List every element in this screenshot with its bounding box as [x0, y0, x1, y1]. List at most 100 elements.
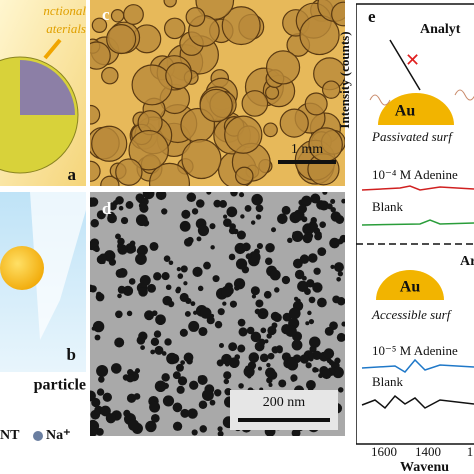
nanoparticle	[251, 294, 257, 299]
nanoparticle	[197, 285, 204, 292]
analyte: Ar	[460, 254, 474, 269]
nanoparticle	[138, 201, 146, 210]
nanoparticle	[255, 214, 262, 220]
microsphere	[263, 122, 278, 138]
microsphere	[279, 108, 309, 138]
nanoparticle	[96, 388, 105, 396]
nanoparticle	[223, 218, 232, 228]
nanoparticle	[213, 199, 222, 208]
nanoparticle	[264, 257, 273, 265]
arrow	[389, 39, 421, 91]
microsphere	[331, 1, 345, 27]
nanoparticle	[90, 218, 99, 228]
microsphere	[181, 138, 222, 180]
nanoparticle	[125, 201, 134, 209]
nanoparticle	[318, 373, 324, 379]
nanoparticle	[161, 373, 170, 382]
spectrum	[361, 358, 474, 373]
nanoparticle	[257, 366, 262, 371]
nanoparticle	[258, 338, 266, 346]
arrow	[43, 38, 62, 60]
nanoparticle	[172, 421, 183, 431]
nanoparticle	[242, 242, 251, 252]
tube	[30, 192, 86, 340]
nanoparticle	[126, 310, 133, 317]
panel-label: c	[102, 5, 110, 24]
nanoparticle	[154, 345, 164, 355]
nanoparticle	[164, 338, 172, 346]
microsphere	[90, 160, 101, 182]
nanoparticle	[318, 200, 329, 211]
nanoparticle	[136, 247, 145, 255]
nanoparticle	[166, 352, 178, 365]
nanoparticle	[100, 405, 111, 417]
panel-label: a	[68, 165, 77, 184]
nanoparticle	[133, 393, 141, 400]
nanoparticle	[197, 224, 210, 237]
nanoparticle	[341, 321, 345, 327]
nanoparticle	[308, 296, 316, 304]
scale-box	[230, 390, 338, 430]
nanoparticle	[314, 232, 323, 241]
nanoparticle	[147, 283, 157, 293]
nanoparticle	[212, 275, 220, 283]
sample-label: 10⁻⁵ M Adenine	[372, 343, 458, 358]
nanoparticle	[126, 374, 135, 383]
nanoparticle	[248, 352, 260, 363]
nanoparticle	[153, 330, 162, 338]
nanoparticle	[135, 214, 148, 227]
nanoparticle	[161, 208, 168, 215]
nanoparticle	[214, 389, 222, 397]
nanoparticle	[266, 362, 271, 368]
nanoparticle	[191, 429, 198, 436]
nanoparticle	[140, 345, 145, 350]
ligands	[369, 89, 474, 106]
spectrum	[361, 185, 474, 191]
microsphere	[131, 64, 173, 106]
microsphere	[163, 17, 186, 40]
nanoparticle	[281, 275, 291, 285]
nanoparticle	[129, 240, 136, 247]
nanoparticle	[228, 357, 240, 369]
nanoparticle	[223, 378, 230, 385]
nanoparticle	[259, 312, 266, 319]
nanoparticle	[301, 275, 307, 281]
nanoparticle	[96, 364, 109, 377]
nanoparticle	[332, 295, 341, 304]
nanoparticle	[91, 326, 96, 331]
caption: nctional	[43, 3, 86, 18]
nanoparticle	[217, 308, 225, 316]
nanoparticle	[175, 288, 181, 294]
nanoparticle	[206, 316, 215, 325]
nanoparticle	[108, 258, 117, 266]
nanoparticle	[255, 299, 264, 308]
nanoparticle	[239, 344, 244, 350]
nanoparticle	[190, 301, 196, 307]
nanoparticle	[151, 338, 159, 346]
nanoparticle	[172, 402, 183, 413]
nanoparticle	[183, 281, 188, 286]
nanoparticle	[96, 210, 106, 220]
nanoparticle	[294, 296, 299, 301]
nanoparticle	[95, 427, 104, 436]
nanoparticle	[128, 419, 140, 431]
nanoparticle	[333, 262, 344, 273]
nanoparticle	[317, 247, 327, 257]
nanoparticle	[221, 285, 233, 298]
nanoparticle	[326, 203, 333, 210]
nanoparticle	[330, 264, 335, 269]
nanoparticle	[267, 325, 277, 336]
nanoparticle	[128, 278, 136, 285]
nanoparticle	[176, 266, 181, 272]
nanoparticle	[291, 428, 301, 436]
nanoparticle	[314, 368, 319, 373]
microsphere	[123, 4, 144, 25]
panel-label: e	[368, 7, 376, 26]
nanoparticle	[234, 285, 240, 291]
nanoparticle	[329, 237, 340, 249]
nanoparticle	[284, 324, 297, 337]
nanoparticle	[193, 310, 198, 315]
nanoparticle	[267, 352, 275, 360]
nanoparticle	[228, 226, 237, 235]
